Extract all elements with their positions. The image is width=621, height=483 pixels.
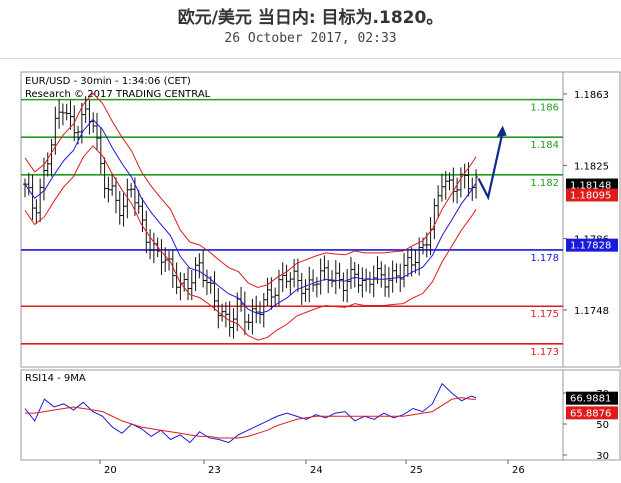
rsi-series-line — [24, 382, 477, 444]
level-label: 1.186 — [530, 103, 559, 114]
moving-average-line — [24, 118, 477, 315]
x-tick-label: 24 — [310, 465, 323, 476]
price-axis-frame — [562, 71, 621, 368]
rsi-badge-text: 66.9881 — [570, 394, 611, 405]
price-badge-text: 1.18095 — [570, 190, 611, 201]
price-tick-label: 1.1863 — [574, 90, 609, 101]
rsi-tick-label: 30 — [596, 451, 609, 462]
chart-info-line-2: Research © 2017 TRADING CENTRAL — [25, 89, 211, 100]
page-date: 26 October 2017, 02:33 — [224, 31, 397, 46]
rsi-badge-text: 65.8876 — [570, 408, 611, 419]
projection-arrow-head — [496, 125, 507, 137]
level-label: 1.184 — [530, 140, 559, 151]
price-tick-label: 1.1825 — [574, 161, 609, 172]
price-tick-label: 1.1748 — [574, 306, 609, 317]
x-tick-label: 20 — [104, 465, 117, 476]
price-plot-frame — [20, 71, 564, 368]
rsi-badge — [566, 406, 618, 420]
rsi-badge — [566, 391, 618, 405]
rsi-series-line — [25, 397, 477, 439]
rsi-label: RSI14 - 9MA — [25, 373, 86, 384]
rsi-tick-label: 50 — [596, 420, 609, 431]
level-label: 1.182 — [530, 178, 559, 189]
x-tick-label: 25 — [410, 465, 423, 476]
bollinger-upper — [24, 92, 477, 288]
price-badge — [566, 188, 618, 202]
x-tick-label: 23 — [208, 465, 221, 476]
price-panel: EUR/USD - 30min - 1:34:06 (CET) Research… — [20, 71, 621, 368]
page-title: 欧元/美元 当日内: 目标为.1820。 — [177, 8, 444, 28]
header-divider — [0, 58, 621, 59]
price-badge-text: 1.18148 — [570, 181, 611, 192]
chart-info-line-1: EUR/USD - 30min - 1:34:06 (CET) — [25, 76, 191, 87]
price-badge — [566, 238, 618, 252]
price-badge-text: 1.17828 — [570, 241, 611, 252]
bollinger-lower — [24, 145, 477, 341]
level-label: 1.175 — [530, 309, 559, 320]
price-badge — [566, 178, 618, 192]
x-axis: 20 23 24 25 26 — [99, 460, 525, 476]
level-label: 1.173 — [530, 347, 559, 358]
projection-arrow — [477, 131, 504, 201]
level-label: 1.178 — [530, 253, 559, 264]
x-tick-label: 26 — [512, 465, 525, 476]
